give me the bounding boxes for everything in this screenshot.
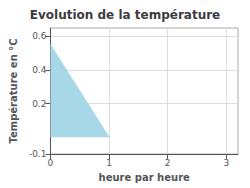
svg-text:0.4: 0.4: [32, 65, 47, 75]
svg-text:2: 2: [165, 158, 171, 168]
svg-text:1: 1: [106, 158, 112, 168]
svg-text:Température en °C: Température en °C: [8, 38, 19, 143]
svg-text:heure par heure: heure par heure: [99, 172, 190, 183]
svg-text:-0.1: -0.1: [29, 149, 47, 159]
svg-text:0.6: 0.6: [32, 31, 47, 41]
svg-text:0.2: 0.2: [32, 99, 46, 109]
svg-text:3: 3: [223, 158, 229, 168]
svg-text:0: 0: [48, 158, 54, 168]
svg-text:Evolution de la température: Evolution de la température: [30, 8, 221, 22]
